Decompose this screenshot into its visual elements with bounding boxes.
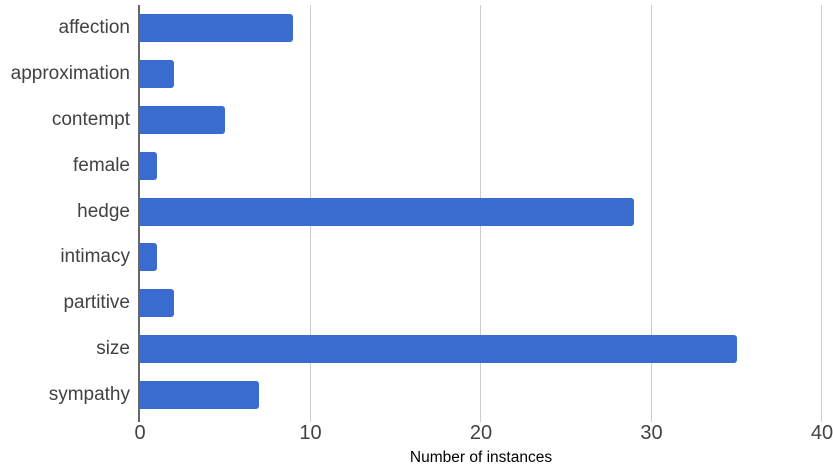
category-label-partitive: partitive xyxy=(63,292,130,314)
bar-partitive xyxy=(140,289,175,318)
bar-affection xyxy=(140,13,294,42)
category-label-hedge: hedge xyxy=(77,200,130,222)
category-label-size: size xyxy=(96,338,130,360)
bar-contempt xyxy=(140,105,226,134)
bar-hedge xyxy=(140,197,635,226)
bar-female xyxy=(140,151,158,180)
category-label-female: female xyxy=(72,154,130,176)
gridline-40 xyxy=(821,5,822,422)
category-labels: affection approximation contempt female hedg… xyxy=(0,5,130,418)
x-axis-title: Number of instances xyxy=(409,449,553,466)
x-tick-label-40: 40 xyxy=(810,422,833,444)
bar-approximation xyxy=(140,59,175,88)
category-label-approximation: approximation xyxy=(10,62,130,84)
category-label-affection: affection xyxy=(58,17,130,38)
category-label-intimacy: intimacy xyxy=(60,246,130,268)
x-tick-label-0: 0 xyxy=(134,422,146,444)
x-tick-label-30: 30 xyxy=(640,422,663,444)
y-axis-line xyxy=(138,5,140,422)
bar-sympathy xyxy=(140,381,260,410)
gridline-30 xyxy=(650,5,652,422)
x-tick-label-10: 10 xyxy=(299,422,322,444)
category-label-contempt: contempt xyxy=(51,108,130,130)
x-tick-label-20: 20 xyxy=(469,422,493,444)
category-label-sympathy: sympathy xyxy=(48,384,130,406)
bar-intimacy xyxy=(140,243,158,272)
plot-area xyxy=(138,5,822,422)
x-tick-labels: 0 10 20 30 40 xyxy=(0,422,833,446)
bar-size xyxy=(140,335,737,364)
